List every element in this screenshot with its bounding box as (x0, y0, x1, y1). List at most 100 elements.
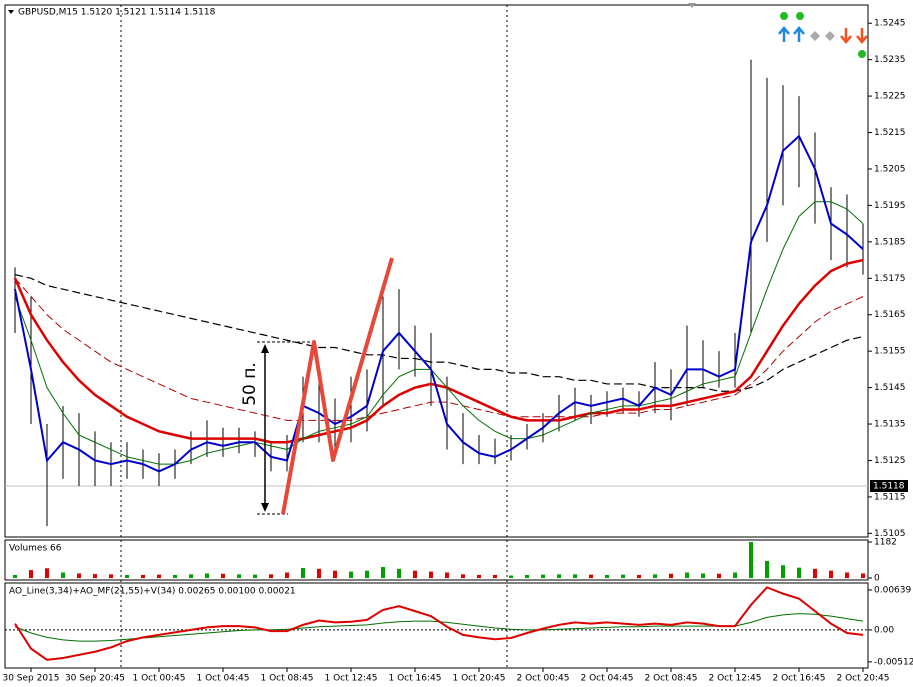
volume-bar (429, 571, 433, 578)
volume-bar (317, 568, 321, 578)
volume-bar (701, 573, 705, 578)
last-price-box (870, 479, 908, 492)
volume-bar (509, 575, 513, 578)
shift-marker (688, 3, 696, 8)
last-price-label: 1.5118 (873, 481, 905, 491)
x-tick-label: 30 Sep 2015 (2, 674, 59, 684)
volume-bar (77, 573, 81, 578)
y-tick-label: 1.5105 (874, 529, 906, 539)
volume-bar (413, 570, 417, 578)
x-tick-label: 2 Oct 20:45 (837, 674, 890, 684)
x-tick-label: 2 Oct 12:45 (709, 674, 762, 684)
oscillator-line (14, 586, 864, 661)
moving-average (14, 274, 864, 392)
volume-bar (381, 567, 385, 578)
volume-bar (349, 571, 353, 578)
signal-dot (858, 50, 866, 58)
moving-average (14, 277, 864, 421)
oscillator-title: AO_Line(3,34)+AO_MF(21,55)+V(34) 0.00265… (9, 587, 296, 597)
volume-bar (765, 560, 769, 578)
x-tick-label: 1 Oct 12:45 (325, 674, 378, 684)
volume-bar (781, 565, 785, 578)
volume-bar (237, 574, 241, 578)
y-tick-label: 1.5185 (874, 237, 906, 247)
x-tick-label: 1 Oct 20:45 (453, 674, 506, 684)
volume-bar (621, 574, 625, 578)
volume-bar (477, 574, 481, 578)
y-tick-label: 1.5245 (874, 19, 906, 29)
volume-bar (653, 574, 657, 578)
x-tick-label: 2 Oct 08:45 (645, 674, 698, 684)
volume-bar (61, 572, 65, 578)
volume-bar (29, 570, 33, 578)
moving-average (14, 134, 864, 473)
volume-bar (205, 573, 209, 578)
volume-bar (589, 574, 593, 578)
x-tick-label: 1 Oct 08:45 (261, 674, 314, 684)
volume-bar (797, 567, 801, 578)
volume-title: Volumes 66 (9, 544, 62, 554)
sell-arrows (840, 28, 868, 44)
y-tick-label: 1.5195 (874, 201, 906, 211)
x-tick-label: 2 Oct 16:45 (773, 674, 826, 684)
volume-bar (285, 572, 289, 578)
volume-bar (269, 574, 273, 578)
x-tick-label: 1 Oct 16:45 (389, 674, 442, 684)
volume-bar (157, 574, 161, 578)
y-tick-label: 1.5155 (874, 347, 906, 357)
y-tick-label: 1.5205 (874, 164, 906, 174)
y-tick-label: 1182 (874, 538, 897, 548)
volume-bar (861, 573, 865, 578)
signal-dot (780, 12, 788, 20)
y-tick-label: 1.5235 (874, 55, 906, 65)
volume-bar (493, 574, 497, 578)
volume-bar (557, 574, 561, 578)
y-tick-label: 1.5175 (874, 274, 906, 284)
y-tick-label: 1.5115 (874, 492, 906, 502)
x-tick-label: 2 Oct 00:45 (517, 674, 570, 684)
volume-bar (301, 567, 305, 578)
volume-bar (93, 574, 97, 578)
volume-bar (605, 574, 609, 578)
x-tick-label: 30 Sep 20:45 (65, 674, 125, 684)
volume-bar (125, 574, 129, 578)
moving-average (13, 258, 864, 444)
volume-bar (541, 574, 545, 578)
x-tick-label: 2 Oct 04:45 (581, 674, 634, 684)
y-tick-label: 1.5135 (874, 420, 906, 430)
volume-bar (525, 574, 529, 578)
measure-annotation: 50 п. (240, 257, 394, 515)
volume-bar (845, 572, 849, 578)
volume-bar (45, 568, 49, 578)
y-tick-label: 1.5215 (874, 128, 906, 138)
annotation-text: 50 п. (240, 362, 260, 406)
volume-bar (173, 574, 177, 578)
moving-average (14, 201, 864, 465)
y-tick-label: 0.00639 (874, 585, 911, 595)
y-tick-label: 0.00 (874, 625, 894, 635)
volume-bar (13, 574, 17, 578)
zigzag (281, 257, 394, 515)
y-tick-label: 0 (874, 574, 880, 584)
oscillator-panel (4, 582, 869, 669)
price-panel (4, 4, 869, 538)
signal-dot (796, 12, 804, 20)
volume-bar (253, 574, 257, 578)
volume-bar (733, 572, 737, 578)
volume-bar (365, 570, 369, 578)
volume-bar (669, 573, 673, 578)
signals (688, 3, 868, 58)
y-tick-label: 1.5165 (874, 310, 906, 320)
volume-bar (141, 574, 145, 578)
volume-bar (397, 568, 401, 578)
neutral-signals (810, 31, 835, 41)
volume-panel (4, 539, 869, 581)
y-tick-label: 1.5125 (874, 456, 906, 466)
volume-bar (189, 574, 193, 578)
x-tick-label: 1 Oct 00:45 (133, 674, 186, 684)
volume-bar (717, 573, 721, 578)
volume-bar (333, 570, 337, 578)
volume-bar (221, 573, 225, 578)
